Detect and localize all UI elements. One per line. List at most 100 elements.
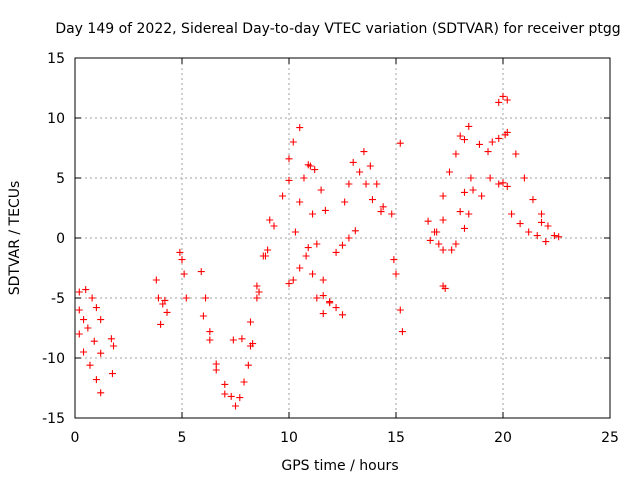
data-point (296, 124, 304, 132)
series-arc1 (75, 286, 105, 324)
series-arc34 (488, 131, 509, 146)
data-point (503, 182, 511, 190)
data-point (396, 306, 404, 314)
data-point (392, 270, 400, 278)
x-tick-labels: 0 5 10 15 20 25 (71, 430, 619, 446)
grid (75, 58, 610, 418)
x-tick-label: 10 (280, 430, 298, 446)
x-tick-label: 0 (71, 430, 80, 446)
data-point (221, 390, 229, 398)
data-point (538, 218, 546, 226)
series-arc25 (424, 217, 447, 254)
data-point (555, 233, 563, 241)
data-point (253, 294, 261, 302)
data-point (550, 232, 558, 240)
series-arc37 (508, 210, 550, 246)
data-point (317, 186, 325, 194)
data-point (460, 136, 468, 144)
data-point (261, 252, 269, 260)
x-axis-label: GPS time / hours (281, 458, 398, 474)
data-point (313, 240, 321, 248)
data-point (349, 158, 357, 166)
data-point (270, 222, 278, 230)
data-point (84, 324, 92, 332)
data-point (495, 98, 503, 106)
data-point (296, 198, 304, 206)
data-point (544, 222, 552, 230)
data-point (456, 208, 464, 216)
series-arc38 (538, 218, 563, 241)
series-arc13 (285, 124, 304, 163)
data-point (525, 228, 533, 236)
data-point (289, 138, 297, 146)
data-point (152, 276, 160, 284)
data-point (304, 244, 312, 252)
series-arc21 (341, 158, 357, 206)
y-axis-label: SDTVAR / TECUs (7, 181, 23, 296)
data-point (246, 342, 254, 350)
data-point (289, 276, 297, 284)
x-tick-label: 5 (178, 430, 187, 446)
data-point (206, 328, 214, 336)
y-tick-label: 15 (47, 51, 65, 67)
data-point (88, 294, 96, 302)
data-point (475, 140, 483, 148)
data-point (345, 234, 353, 242)
data-point (264, 246, 272, 254)
data-point (339, 311, 346, 319)
data-point (182, 294, 190, 302)
data-point (503, 128, 511, 136)
data-point (159, 300, 167, 308)
data-point (97, 316, 105, 324)
data-point (426, 236, 434, 244)
data-point (441, 284, 449, 292)
data-point (311, 166, 319, 174)
data-point (339, 241, 346, 249)
data-point (452, 150, 460, 158)
data-point (499, 92, 507, 100)
y-tick-label: -10 (42, 351, 65, 367)
series-arc26 (426, 216, 447, 244)
data-point (236, 394, 244, 402)
axis-ticks (74, 57, 611, 419)
data-point (80, 316, 88, 324)
data-point (465, 122, 473, 130)
x-tick-label: 15 (387, 430, 405, 446)
data-point (80, 348, 88, 356)
y-tick-label: 10 (47, 111, 65, 127)
data-point (161, 296, 169, 304)
series-arc7 (197, 268, 229, 398)
data-point (452, 240, 460, 248)
data-point (351, 227, 359, 235)
data-point (332, 304, 340, 312)
y-tick-label: 5 (56, 171, 65, 187)
data-point (107, 335, 115, 343)
data-point (533, 232, 541, 240)
data-point (495, 134, 503, 142)
data-point (285, 176, 293, 184)
series-arc3 (75, 330, 105, 397)
data-point (279, 192, 287, 200)
data-point (319, 310, 327, 318)
data-point (326, 298, 334, 306)
data-point (313, 294, 321, 302)
data-point (321, 206, 329, 214)
data-point (390, 256, 398, 264)
series-arc12 (253, 176, 293, 290)
y-tick-labels: -15 -10 -5 0 5 10 15 (42, 51, 65, 427)
data-point (255, 288, 263, 296)
series-arc10 (229, 246, 272, 344)
data-point (538, 210, 546, 218)
data-point (465, 210, 473, 218)
series-arc27 (439, 136, 468, 200)
data-point (108, 370, 116, 378)
data-point (439, 246, 447, 254)
data-point (246, 318, 254, 326)
data-point (439, 192, 447, 200)
series-arc20 (332, 227, 359, 256)
data-point (360, 148, 368, 156)
data-point (345, 180, 353, 188)
data-point (542, 238, 550, 246)
data-point (75, 306, 83, 314)
data-points (75, 92, 563, 410)
